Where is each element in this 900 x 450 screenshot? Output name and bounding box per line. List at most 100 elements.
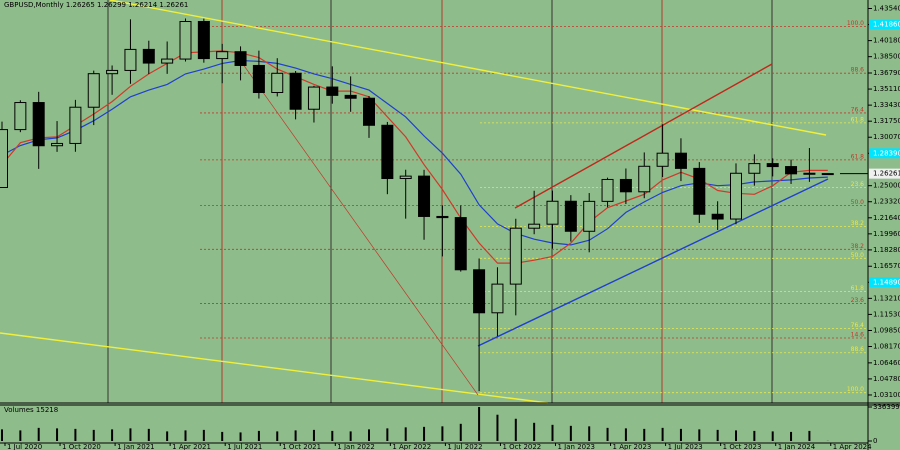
y-tick-label: 1.43540 bbox=[873, 5, 900, 13]
fib-label: 23.6 bbox=[851, 181, 865, 188]
x-tick-label: 1 Apr 2021 bbox=[172, 443, 211, 450]
y-tick-highlight bbox=[869, 19, 900, 30]
candle-body bbox=[785, 166, 798, 175]
candles bbox=[0, 18, 834, 392]
y-tick-label: 1.04780 bbox=[873, 375, 900, 383]
candle-body bbox=[179, 21, 192, 60]
y-tick-label: 1.36790 bbox=[873, 69, 900, 77]
candle-body bbox=[363, 97, 375, 126]
y-tick-label: 1.33430 bbox=[873, 101, 900, 109]
candle-body bbox=[766, 163, 779, 168]
fib-label: 100.0 bbox=[847, 20, 864, 27]
candle-body bbox=[289, 72, 302, 110]
candle-body bbox=[271, 72, 284, 94]
candle-body bbox=[638, 165, 651, 193]
candle-body bbox=[546, 200, 559, 225]
candle-body bbox=[252, 64, 265, 94]
volume-tick-label: 3363996 bbox=[873, 403, 900, 411]
y-tick-label: 1.11530 bbox=[873, 310, 900, 318]
trend-line bbox=[0, 332, 549, 404]
candle-body bbox=[564, 200, 577, 232]
candle-body bbox=[32, 102, 45, 147]
fib-diagonal bbox=[239, 59, 479, 396]
fib-label: 88.6 bbox=[851, 67, 865, 74]
fib-label: 38.2 bbox=[851, 243, 865, 250]
candle-body bbox=[197, 21, 210, 60]
y-tick-label: 1.08170 bbox=[873, 343, 900, 351]
x-tick-label: 1 Apr 2023 bbox=[613, 443, 652, 450]
fib-label: 23.6 bbox=[851, 297, 865, 304]
x-tick-label: 1 Jul 2021 bbox=[227, 443, 262, 450]
trend-lines bbox=[0, 0, 829, 404]
x-tick-label: 1 Jan 2021 bbox=[117, 443, 155, 450]
y-tick-label: 1.25000 bbox=[873, 182, 900, 190]
x-tick-label: 1 Jan 2023 bbox=[558, 443, 596, 450]
x-tick-label: 1 Jan 2022 bbox=[337, 443, 375, 450]
trend-line bbox=[109, 0, 827, 136]
y-tick-label: 1.06460 bbox=[873, 359, 900, 367]
candle-body bbox=[711, 213, 724, 220]
fib-label: 76.4 bbox=[851, 106, 865, 113]
y-tick-label: 1.09850 bbox=[873, 326, 900, 334]
candle-body bbox=[326, 86, 339, 96]
candle-body bbox=[161, 58, 174, 64]
chart-title: GBPUSD,Monthly 1.26265 1.26299 1.26214 1… bbox=[4, 1, 188, 9]
candle-body bbox=[674, 152, 687, 169]
y-tick-highlight bbox=[869, 277, 900, 288]
candle-body bbox=[748, 163, 761, 174]
volume-title: Volumes 15218 bbox=[4, 406, 58, 414]
candle-body bbox=[216, 51, 229, 60]
candle-body bbox=[418, 175, 431, 217]
candle-body bbox=[344, 94, 357, 99]
x-tick-label: 1 Apr 2024 bbox=[833, 443, 872, 450]
x-axis-labels: 1 Jul 2020 1 Oct 2020 1 Jan 2021 1 Apr 2021… bbox=[4, 443, 872, 450]
candle-body bbox=[619, 178, 632, 193]
y-tick-label: 1.30070 bbox=[873, 133, 900, 141]
trend-line bbox=[514, 63, 773, 209]
y-tick-label: 1.41860 bbox=[873, 21, 900, 29]
x-tick-label: 1 Jul 2023 bbox=[668, 443, 703, 450]
candle-body bbox=[436, 215, 449, 219]
fib-label: 100.0 bbox=[847, 386, 864, 393]
candle-body bbox=[821, 173, 834, 176]
y-tick-label: 1.28390 bbox=[873, 149, 900, 157]
fib-levels: 100.0 88.6 76.4 61.8 61.8 23.6 50.0 38.2 38.2 50.… bbox=[200, 20, 868, 393]
x-tick-label: 1 Jul 2020 bbox=[7, 443, 42, 450]
x-tick-label: 1 Oct 2022 bbox=[502, 443, 541, 450]
y-tick-label: 1.21640 bbox=[873, 214, 900, 222]
candle-body bbox=[124, 48, 137, 71]
price-label: 1.26261 bbox=[873, 170, 900, 178]
fib-label: 88.6 bbox=[851, 346, 865, 353]
fib-label: 61.8 bbox=[851, 116, 865, 123]
fib-label: 50.0 bbox=[851, 199, 865, 206]
volume-name: Volumes bbox=[4, 406, 34, 414]
x-tick-label: 1 Oct 2023 bbox=[723, 443, 762, 450]
candle-body bbox=[693, 167, 706, 215]
y-tick-label: 1.19960 bbox=[873, 230, 900, 238]
x-tick-label: 1 Jan 2024 bbox=[778, 443, 816, 450]
fib-label: 50.0 bbox=[851, 252, 865, 259]
y-tick-label: 1.40180 bbox=[873, 37, 900, 45]
fib-label: 38.2 bbox=[851, 220, 865, 227]
y-tick-label: 1.13210 bbox=[873, 294, 900, 302]
volume-tick-label: 0 bbox=[873, 437, 877, 445]
volume-panel: 0 3363996 bbox=[1, 403, 900, 445]
y-tick-label: 1.03100 bbox=[873, 391, 900, 399]
candle-body bbox=[234, 51, 247, 66]
candle-body bbox=[14, 102, 27, 131]
candle-body bbox=[491, 283, 504, 314]
fib-label: 14.6 bbox=[851, 332, 865, 339]
x-tick-label: 1 Oct 2021 bbox=[282, 443, 321, 450]
y-tick-label: 1.38500 bbox=[873, 53, 900, 61]
fib-label: 61.8 bbox=[851, 285, 865, 292]
fib-label: 61.8 bbox=[851, 153, 865, 160]
candle-body bbox=[106, 69, 119, 75]
candle-body bbox=[381, 124, 394, 180]
y-tick-highlight bbox=[869, 148, 900, 159]
candle-body bbox=[454, 217, 467, 271]
candle-body bbox=[509, 227, 522, 285]
y-tick-label: 1.35110 bbox=[873, 85, 900, 93]
candle-body bbox=[87, 73, 100, 108]
